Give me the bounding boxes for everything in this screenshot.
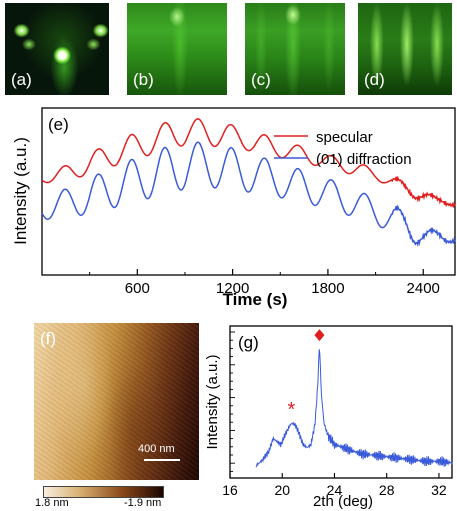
x-axis-label-g: 2th (deg) — [313, 493, 373, 510]
peak-marker-diamond — [314, 329, 325, 342]
x-tick-label-g: 20 — [274, 482, 290, 498]
colorbar-min-label: 1.8 nm — [35, 497, 69, 509]
x-tick-label-e: 1800 — [311, 280, 344, 297]
x-tick-label-g: 28 — [379, 482, 395, 498]
xrd-chart: (g) Intensity (a.u.) 2th (deg) 16 20 24 28 3… — [204, 325, 453, 510]
rheed-image-b: (b) — [127, 3, 227, 95]
legend-e: specular (01) diffraction — [274, 129, 412, 168]
xrd-series-line — [255, 349, 453, 468]
plot-frame-e — [41, 107, 456, 276]
x-tick-label-g: 16 — [222, 482, 238, 498]
y-axis-label-g: Intensity (a.u.) — [204, 354, 221, 449]
rheed-image-c: (c) — [245, 3, 345, 95]
afm-texture — [34, 323, 199, 480]
rheed-oscillation-chart: (e) Intensity (a.u.) Time (s) 600 1200 180… — [11, 107, 456, 309]
x-tick-label-e: 1200 — [216, 280, 249, 297]
panel-label-b: (b) — [133, 70, 154, 89]
panel-label-c: (c) — [251, 70, 271, 89]
afm-image: (f) 400 nm — [34, 323, 199, 480]
series-line-specular — [41, 118, 456, 208]
panel-label-d: (d) — [364, 70, 385, 89]
x-axis-label-e: Time (s) — [223, 290, 288, 309]
legend-label-specular: specular — [316, 129, 373, 146]
x-tick-label-e: 600 — [125, 280, 150, 297]
plot-frame-g — [229, 325, 453, 479]
panel-label-g: (g) — [238, 333, 259, 352]
x-tick-label-e: 2400 — [407, 280, 440, 297]
scale-bar-label: 400 nm — [138, 443, 175, 455]
legend-label-diffraction: (01) diffraction — [316, 151, 412, 168]
panel-label-e: (e) — [48, 115, 69, 134]
scale-bar — [144, 459, 180, 461]
rheed-image-a: (a) — [5, 3, 109, 95]
x-tick-label-g: 32 — [431, 482, 447, 498]
y-axis-label-e: Intensity (a.u.) — [11, 137, 30, 245]
rheed-image-d: (d) — [358, 3, 452, 95]
series-line-diffraction — [41, 141, 456, 247]
panel-label-f: (f) — [40, 329, 57, 348]
panel-label-a: (a) — [11, 70, 32, 89]
peak-marker-asterisk: * — [287, 399, 295, 421]
afm-colorbar — [43, 486, 164, 498]
colorbar-max-label: -1.9 nm — [124, 497, 162, 509]
x-tick-label-g: 24 — [327, 482, 343, 498]
